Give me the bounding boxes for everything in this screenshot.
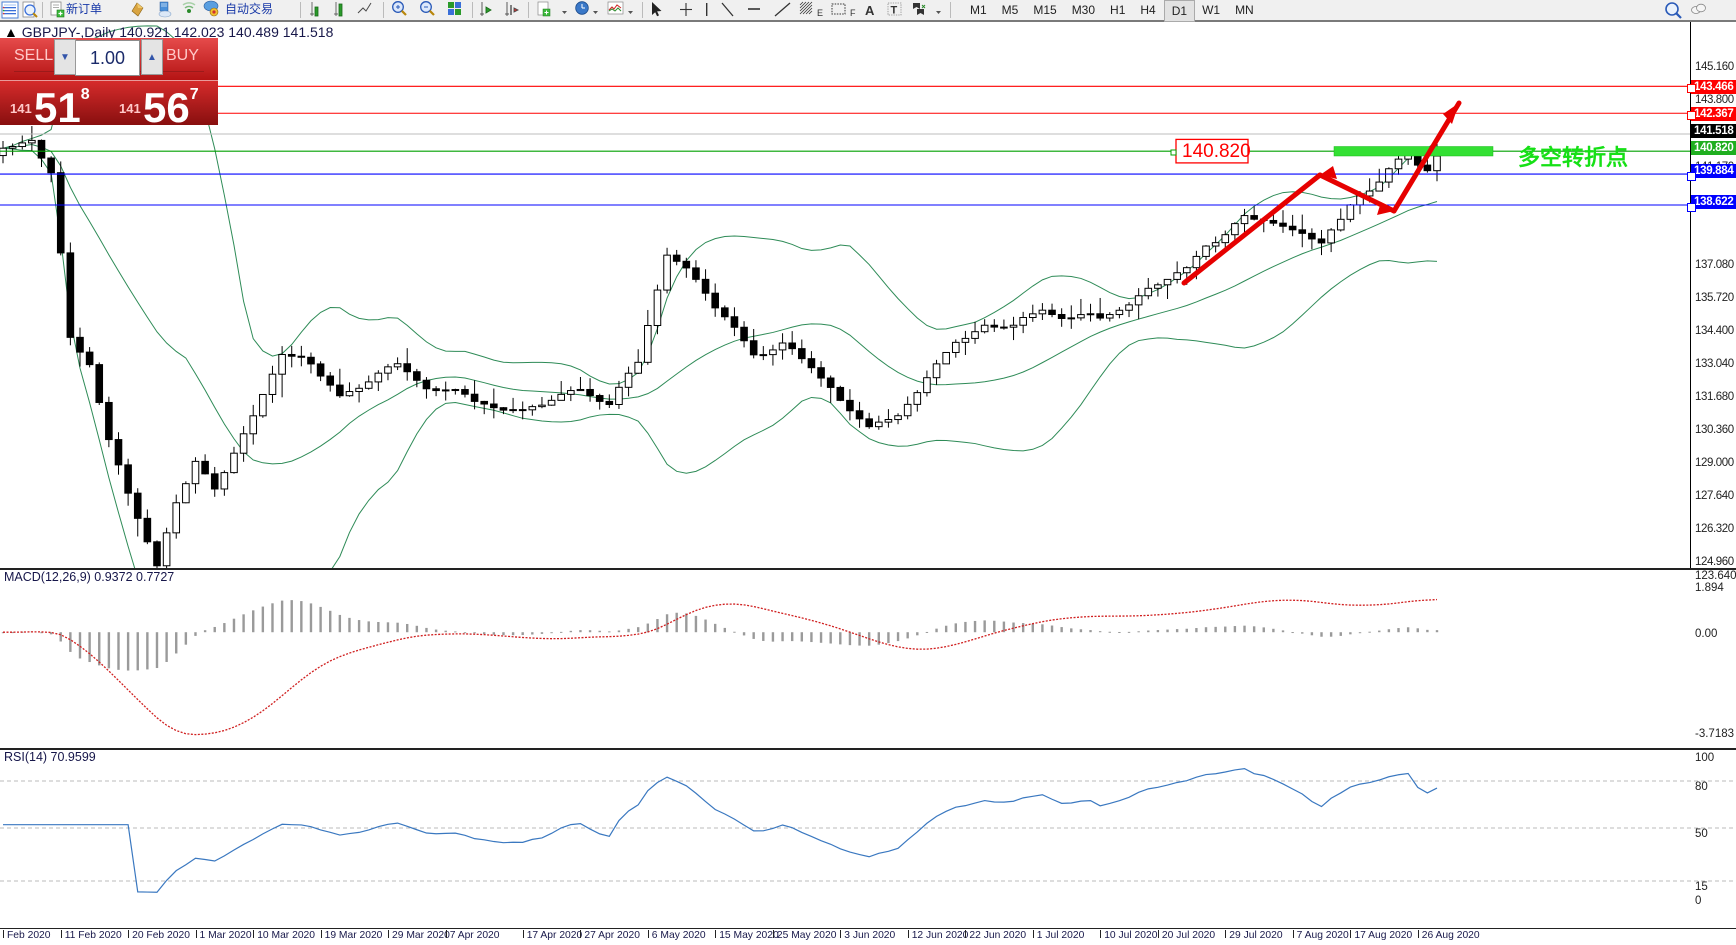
svg-text:140.820: 140.820 — [1182, 141, 1251, 162]
svg-text:新订单: 新订单 — [66, 1, 102, 16]
svg-text:T: T — [891, 5, 898, 17]
svg-text:E: E — [817, 8, 823, 18]
svg-text:多空转折点: 多空转折点 — [1518, 145, 1628, 170]
svg-text:A: A — [865, 3, 875, 18]
svg-text:自动交易: 自动交易 — [225, 1, 273, 16]
svg-text:F: F — [850, 8, 856, 18]
